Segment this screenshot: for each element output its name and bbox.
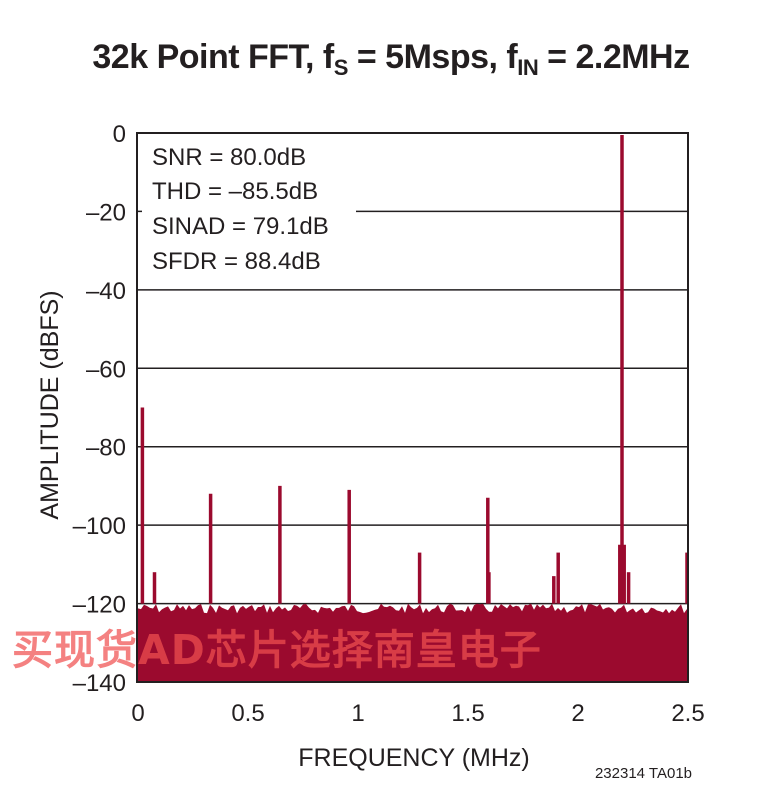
y-tick-label: –120	[73, 592, 126, 619]
stat-snr: SNR = 80.0dB	[152, 144, 306, 171]
figure-code: 232314 TA01b	[595, 765, 692, 782]
fft-trace	[138, 134, 689, 682]
y-tick-label: –100	[73, 513, 126, 540]
y-tick-labels: 0 –20 –40 –60 –80 –100 –120 –140	[73, 121, 126, 697]
y-tick-label: –20	[86, 199, 126, 226]
watermark-text: 买现货AD芯片选择南皇电子	[12, 626, 542, 674]
x-tick-label: 1	[351, 700, 364, 727]
y-tick-label: –60	[86, 356, 126, 383]
x-tick-label: 0	[131, 700, 144, 727]
plot-frame	[136, 132, 689, 683]
x-axis-label: FREQUENCY (MHz)	[298, 744, 529, 772]
x-tick-labels: 0 0.5 1 1.5 2 2.5	[131, 700, 704, 727]
x-tick-label: 1.5	[451, 700, 484, 727]
noise-floor	[138, 603, 688, 682]
x-tick-label: 0.5	[231, 700, 264, 727]
stat-sfdr: SFDR = 88.4dB	[152, 248, 321, 275]
x-tick-label: 2.5	[671, 700, 704, 727]
y-tick-label: –140	[73, 670, 126, 697]
y-tick-label: –40	[86, 278, 126, 305]
stat-sinad: SINAD = 79.1dB	[152, 213, 329, 240]
chart-title: 32k Point FFT, fS = 5Msps, fIN = 2.2MHz	[92, 38, 690, 80]
stat-thd: THD = –85.5dB	[152, 178, 318, 205]
y-axis-label: AMPLITUDE (dBFS)	[36, 290, 64, 519]
y-tick-label: –80	[86, 435, 126, 462]
y-tick-label: 0	[113, 121, 126, 148]
stats-box: SNR = 80.0dB THD = –85.5dB SINAD = 79.1d…	[152, 144, 329, 275]
stats-box-background	[142, 138, 356, 282]
x-tick-label: 2	[571, 700, 584, 727]
